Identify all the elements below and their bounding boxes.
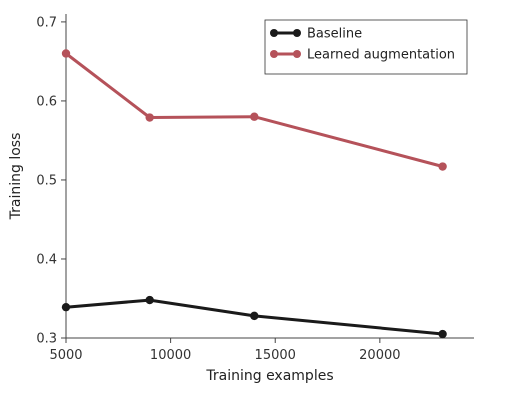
- series-layer: [61, 49, 447, 339]
- x-tick-label: 20000: [359, 348, 400, 363]
- y-tick-label: 0.6: [36, 94, 57, 109]
- x-axis-label: Training examples: [205, 368, 333, 384]
- x-tick-label: 15000: [255, 348, 296, 363]
- legend-swatch-marker: [270, 50, 278, 58]
- legend: Baseline Learned augmentation: [264, 19, 468, 75]
- y-tick-label: 0.7: [36, 15, 57, 30]
- series-line: [65, 52, 443, 168]
- series-line: [65, 298, 443, 336]
- series-0: [61, 295, 447, 339]
- y-axis-label: Training loss: [8, 133, 24, 221]
- legend-swatch-marker: [293, 50, 301, 58]
- legend-item: Baseline: [270, 27, 362, 42]
- y-tick-label: 0.4: [36, 252, 57, 267]
- x-tick-label: 5000: [49, 348, 82, 363]
- data-point: [438, 162, 447, 171]
- x-tick-label: 10000: [150, 348, 191, 363]
- data-point: [61, 49, 71, 58]
- data-point: [145, 295, 154, 305]
- data-point: [61, 302, 71, 312]
- data-point: [438, 329, 447, 339]
- axes: [65, 14, 474, 339]
- y-ticks: 0.3 0.4 0.5 0.6 0.7: [36, 15, 66, 347]
- legend-swatch-marker: [270, 29, 278, 37]
- y-tick-label: 0.3: [36, 332, 57, 347]
- data-point: [250, 311, 259, 321]
- legend-label: Learned augmentation: [307, 48, 455, 63]
- legend-label: Baseline: [307, 27, 362, 42]
- x-ticks: 5000 10000 15000 20000: [49, 338, 401, 363]
- data-point: [250, 112, 259, 121]
- legend-swatch-marker: [293, 29, 301, 37]
- legend-item: Learned augmentation: [270, 48, 455, 63]
- y-tick-label: 0.5: [36, 173, 57, 188]
- series-1: [61, 49, 447, 171]
- data-point: [145, 113, 154, 122]
- legend-box: [264, 19, 468, 75]
